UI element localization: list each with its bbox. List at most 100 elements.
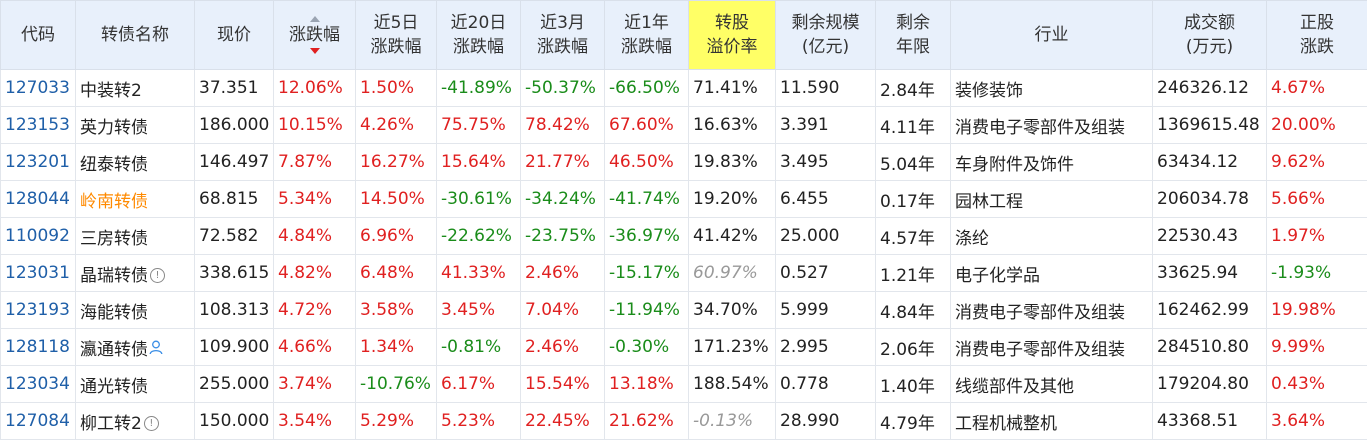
header-col-remaining-size[interactable]: 剩余规模 (亿元)	[775, 0, 876, 70]
bond-name-link[interactable]: 柳工转2	[80, 413, 142, 434]
table-row[interactable]: 128044 岭南转债 68.815 5.34% 14.50% -30.61% -34.24…	[0, 180, 1367, 218]
table-row[interactable]: 123193 海能转债 108.313 4.72% 3.58% 3.45% 7.04% -11…	[0, 291, 1367, 329]
header-col-change-1y[interactable]: 近1年 涨跌幅	[604, 0, 689, 70]
cell-remaining-size: 5.999	[775, 291, 876, 329]
cell-remaining-years: 4.84年	[875, 291, 951, 329]
table-row[interactable]: 123153 英力转债 186.000 10.15% 4.26% 75.75% 78.42%…	[0, 106, 1367, 144]
header-col-turnover[interactable]: 成交额 (万元)	[1152, 0, 1267, 70]
cell-price: 255.000	[194, 365, 274, 403]
cell-industry: 装修装饰	[950, 69, 1153, 107]
bond-name-link[interactable]: 英力转债	[80, 117, 148, 138]
cell-bond-code[interactable]: 123201	[0, 143, 76, 181]
table-row[interactable]: 127084 柳工转2! 150.000 3.54% 5.29% 5.23% 22.45% 2…	[0, 402, 1367, 440]
table-row[interactable]: 128118 瀛通转债 109.900 4.66% 1.34% -0.81% 2.46% -0…	[0, 328, 1367, 366]
cell-conversion-premium: 16.63%	[688, 106, 776, 144]
cell-bond-code[interactable]: 127033	[0, 69, 76, 107]
cell-change-20d: 3.45%	[436, 291, 521, 329]
cell-remaining-size: 28.990	[775, 402, 876, 440]
cell-bond-code[interactable]: 127084	[0, 402, 76, 440]
header-col-name[interactable]: 转债名称	[75, 0, 195, 70]
table-row[interactable]: 123201 纽泰转债 146.497 7.87% 16.27% 15.64% 21.77%…	[0, 143, 1367, 181]
cell-change-3m: 2.46%	[520, 328, 605, 366]
cell-change-3m: -34.24%	[520, 180, 605, 218]
cell-bond-code[interactable]: 110092	[0, 217, 76, 255]
header-label: 涨跌幅	[537, 37, 588, 57]
sort-asc-icon[interactable]	[309, 16, 320, 22]
cell-industry: 消费电子零部件及组装	[950, 328, 1153, 366]
cell-industry: 工程机械整机	[950, 402, 1153, 440]
bond-name-link[interactable]: 通光转债	[80, 376, 148, 397]
cell-change-3m: 78.42%	[520, 106, 605, 144]
cell-industry: 电子化学品	[950, 254, 1153, 292]
cell-industry: 车身附件及饰件	[950, 143, 1153, 181]
cell-turnover: 22530.43	[1152, 217, 1267, 255]
cell-change-1y: -36.97%	[604, 217, 689, 255]
table-row[interactable]: 123034 通光转债 255.000 3.74% -10.76% 6.17% 15.54%…	[0, 365, 1367, 403]
bond-name-link[interactable]: 岭南转债	[80, 191, 148, 212]
cell-change-3m: 7.04%	[520, 291, 605, 329]
cell-bond-code[interactable]: 123153	[0, 106, 76, 144]
header-col-change-5d[interactable]: 近5日 涨跌幅	[355, 0, 437, 70]
cell-conversion-premium: 71.41%	[688, 69, 776, 107]
cell-change-5d: 16.27%	[355, 143, 437, 181]
header-col-price[interactable]: 现价	[194, 0, 274, 70]
cell-change: 4.84%	[273, 217, 356, 255]
header-col-stock-change[interactable]: 正股 涨跌	[1266, 0, 1367, 70]
user-icon[interactable]	[149, 340, 163, 360]
cell-remaining-years: 0.17年	[875, 180, 951, 218]
cell-bond-name: 岭南转债	[75, 180, 195, 218]
cell-bond-name: 晶瑞转债!	[75, 254, 195, 292]
header-label: 涨跌	[1300, 37, 1334, 57]
header-col-industry[interactable]: 行业	[950, 0, 1153, 70]
header-label: (万元)	[1185, 37, 1234, 57]
cell-change: 3.54%	[273, 402, 356, 440]
cell-stock-change: 9.99%	[1266, 328, 1367, 366]
info-icon[interactable]: !	[150, 268, 165, 283]
header-label: 成交额	[1184, 13, 1235, 33]
cell-change-20d: 15.64%	[436, 143, 521, 181]
cell-remaining-size: 0.778	[775, 365, 876, 403]
header-col-premium[interactable]: 转股 溢价率	[688, 0, 776, 70]
table-row[interactable]: 123031 晶瑞转债! 338.615 4.82% 6.48% 41.33% 2.46% -…	[0, 254, 1367, 292]
cell-conversion-premium: 188.54%	[688, 365, 776, 403]
cell-turnover: 63434.12	[1152, 143, 1267, 181]
cell-bond-code[interactable]: 128118	[0, 328, 76, 366]
bond-name-link[interactable]: 纽泰转债	[80, 154, 148, 175]
header-col-change-3m[interactable]: 近3月 涨跌幅	[520, 0, 605, 70]
cell-industry: 消费电子零部件及组装	[950, 291, 1153, 329]
cell-bond-code[interactable]: 128044	[0, 180, 76, 218]
info-icon[interactable]: !	[143, 416, 159, 431]
bond-name-link[interactable]: 海能转债	[80, 302, 148, 323]
cell-price: 338.615	[194, 254, 274, 292]
header-label: 剩余	[896, 13, 930, 33]
sort-desc-icon[interactable]	[309, 48, 320, 54]
cell-remaining-years: 4.11年	[875, 106, 951, 144]
bond-name-link[interactable]: 瀛通转债	[80, 339, 148, 360]
cell-bond-code[interactable]: 123031	[0, 254, 76, 292]
header-label: 转股	[715, 13, 749, 33]
cell-remaining-size: 0.527	[775, 254, 876, 292]
bond-name-link[interactable]: 晶瑞转债	[80, 265, 148, 286]
bond-name-link[interactable]: 中装转2	[80, 80, 142, 101]
bond-name-link[interactable]: 三房转债	[80, 228, 148, 249]
cell-change-5d: 6.48%	[355, 254, 437, 292]
header-col-change-20d[interactable]: 近20日 涨跌幅	[436, 0, 521, 70]
cell-change: 10.15%	[273, 106, 356, 144]
cell-turnover: 206034.78	[1152, 180, 1267, 218]
cell-remaining-size: 11.590	[775, 69, 876, 107]
table-row[interactable]: 110092 三房转债 72.582 4.84% 6.96% -22.62% -23.75%…	[0, 217, 1367, 255]
cell-price: 37.351	[194, 69, 274, 107]
cell-bond-code[interactable]: 123034	[0, 365, 76, 403]
cell-conversion-premium: 41.42%	[688, 217, 776, 255]
cell-remaining-size: 3.391	[775, 106, 876, 144]
cell-bond-code[interactable]: 123193	[0, 291, 76, 329]
cell-bond-name: 英力转债	[75, 106, 195, 144]
cell-price: 146.497	[194, 143, 274, 181]
header-label: 溢价率	[706, 37, 758, 57]
header-col-remaining-years[interactable]: 剩余 年限	[875, 0, 951, 70]
header-col-change[interactable]: 涨跌幅	[273, 0, 356, 70]
header-col-code[interactable]: 代码	[0, 0, 76, 70]
table-row[interactable]: 127033 中装转2 37.351 12.06% 1.50% -41.89% -50.37…	[0, 69, 1367, 107]
header-label: 剩余规模	[791, 13, 860, 33]
cell-stock-change: 3.64%	[1266, 402, 1367, 440]
